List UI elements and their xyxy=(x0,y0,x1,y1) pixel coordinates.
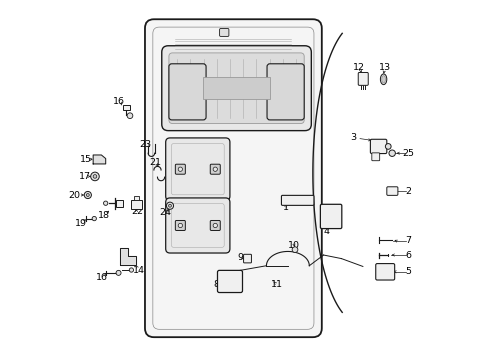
Polygon shape xyxy=(93,155,106,164)
FancyBboxPatch shape xyxy=(210,220,221,230)
FancyBboxPatch shape xyxy=(387,187,398,195)
FancyBboxPatch shape xyxy=(320,204,342,229)
Circle shape xyxy=(178,223,182,228)
Text: 6: 6 xyxy=(406,251,412,260)
Text: 10: 10 xyxy=(288,240,300,249)
Circle shape xyxy=(389,150,395,157)
Text: 1: 1 xyxy=(283,203,289,212)
FancyBboxPatch shape xyxy=(281,195,314,205)
Circle shape xyxy=(86,194,89,197)
FancyBboxPatch shape xyxy=(166,138,230,201)
FancyBboxPatch shape xyxy=(244,254,251,263)
FancyBboxPatch shape xyxy=(131,200,142,208)
Text: 4: 4 xyxy=(323,227,329,236)
FancyBboxPatch shape xyxy=(203,77,270,99)
FancyBboxPatch shape xyxy=(210,164,221,174)
Text: 24: 24 xyxy=(160,208,172,217)
Circle shape xyxy=(91,172,99,181)
Circle shape xyxy=(167,202,173,209)
Text: 20: 20 xyxy=(68,190,80,199)
Circle shape xyxy=(213,223,218,228)
Ellipse shape xyxy=(380,74,387,85)
Text: 19: 19 xyxy=(74,219,87,228)
FancyBboxPatch shape xyxy=(134,196,139,200)
Text: 2: 2 xyxy=(406,186,412,195)
Polygon shape xyxy=(120,248,136,265)
FancyBboxPatch shape xyxy=(117,200,123,207)
FancyBboxPatch shape xyxy=(267,64,304,120)
Text: 18: 18 xyxy=(98,211,110,220)
Text: 9: 9 xyxy=(238,253,244,262)
Text: 23: 23 xyxy=(140,140,152,149)
Text: 13: 13 xyxy=(379,63,391,72)
Text: 21: 21 xyxy=(149,158,162,167)
Circle shape xyxy=(92,216,97,221)
FancyBboxPatch shape xyxy=(370,139,387,154)
FancyBboxPatch shape xyxy=(145,19,322,337)
FancyBboxPatch shape xyxy=(218,270,243,293)
FancyBboxPatch shape xyxy=(162,46,311,131)
Circle shape xyxy=(169,204,171,207)
FancyBboxPatch shape xyxy=(169,64,206,120)
Text: 7: 7 xyxy=(406,236,412,245)
Circle shape xyxy=(292,247,298,252)
Circle shape xyxy=(127,113,133,118)
FancyBboxPatch shape xyxy=(166,198,230,253)
Ellipse shape xyxy=(382,76,386,83)
FancyBboxPatch shape xyxy=(372,153,380,161)
Circle shape xyxy=(129,268,134,272)
FancyBboxPatch shape xyxy=(175,220,185,230)
FancyBboxPatch shape xyxy=(376,264,394,280)
FancyBboxPatch shape xyxy=(169,53,304,123)
Circle shape xyxy=(116,270,121,275)
Text: 15: 15 xyxy=(80,155,93,164)
Text: 14: 14 xyxy=(133,266,145,275)
Circle shape xyxy=(103,201,108,205)
Text: 16: 16 xyxy=(113,97,125,106)
FancyBboxPatch shape xyxy=(123,105,130,111)
Circle shape xyxy=(84,192,92,199)
FancyBboxPatch shape xyxy=(175,164,185,174)
Text: 11: 11 xyxy=(270,280,282,289)
FancyBboxPatch shape xyxy=(358,72,368,85)
Text: 3: 3 xyxy=(350,132,356,141)
Text: 5: 5 xyxy=(406,267,412,276)
Text: 25: 25 xyxy=(403,149,415,158)
Circle shape xyxy=(178,167,182,171)
Text: 17: 17 xyxy=(79,172,91,181)
Circle shape xyxy=(93,175,97,178)
Circle shape xyxy=(213,167,218,171)
Text: 12: 12 xyxy=(353,63,365,72)
Text: 22: 22 xyxy=(131,207,143,216)
FancyBboxPatch shape xyxy=(220,28,229,36)
Text: 16: 16 xyxy=(96,273,108,282)
Text: 8: 8 xyxy=(214,280,220,289)
Circle shape xyxy=(386,144,391,149)
